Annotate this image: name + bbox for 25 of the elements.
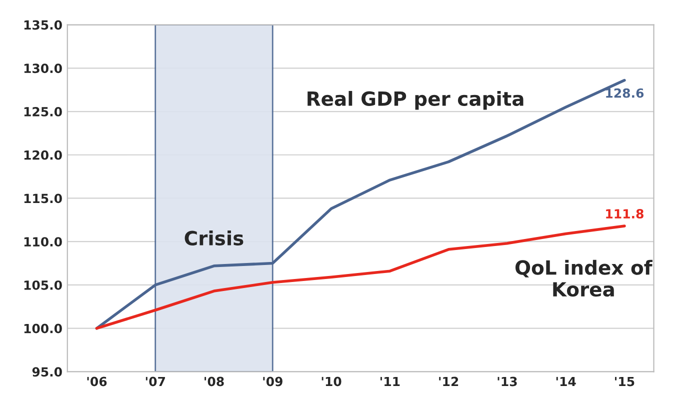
x-tick-label: '10 — [322, 376, 342, 386]
series-label: Real GDP per capita — [308, 90, 524, 110]
x-tick-label: '07 — [146, 376, 165, 386]
y-tick-label: 105.0 — [24, 280, 62, 290]
data-label: 111.8 — [606, 209, 644, 219]
x-tick-label: '06 — [87, 376, 107, 386]
y-tick-label: 110.0 — [24, 237, 62, 247]
y-tick-label: 95.0 — [32, 367, 62, 377]
x-tick-label: '12 — [439, 376, 458, 386]
x-tick-label: '08 — [204, 376, 224, 386]
line-series — [95, 224, 626, 330]
x-tick-label: '14 — [556, 376, 576, 386]
x-tick-label: '15 — [615, 376, 634, 386]
x-tick-label: '09 — [263, 376, 282, 386]
y-tick-label: 120.0 — [24, 150, 62, 160]
series-label: QoL index of Korea — [515, 260, 652, 297]
band-label: Crisis — [184, 230, 244, 246]
x-tick-label: '13 — [498, 376, 517, 386]
y-tick-label: 115.0 — [24, 194, 62, 204]
x-tick-label: '11 — [380, 376, 400, 386]
data-label: 128.6 — [606, 88, 644, 98]
y-tick-label: 125.0 — [24, 106, 62, 116]
y-tick-label: 130.0 — [24, 64, 62, 74]
y-tick-label: 100.0 — [24, 324, 62, 334]
y-tick-label: 135.0 — [24, 20, 62, 30]
